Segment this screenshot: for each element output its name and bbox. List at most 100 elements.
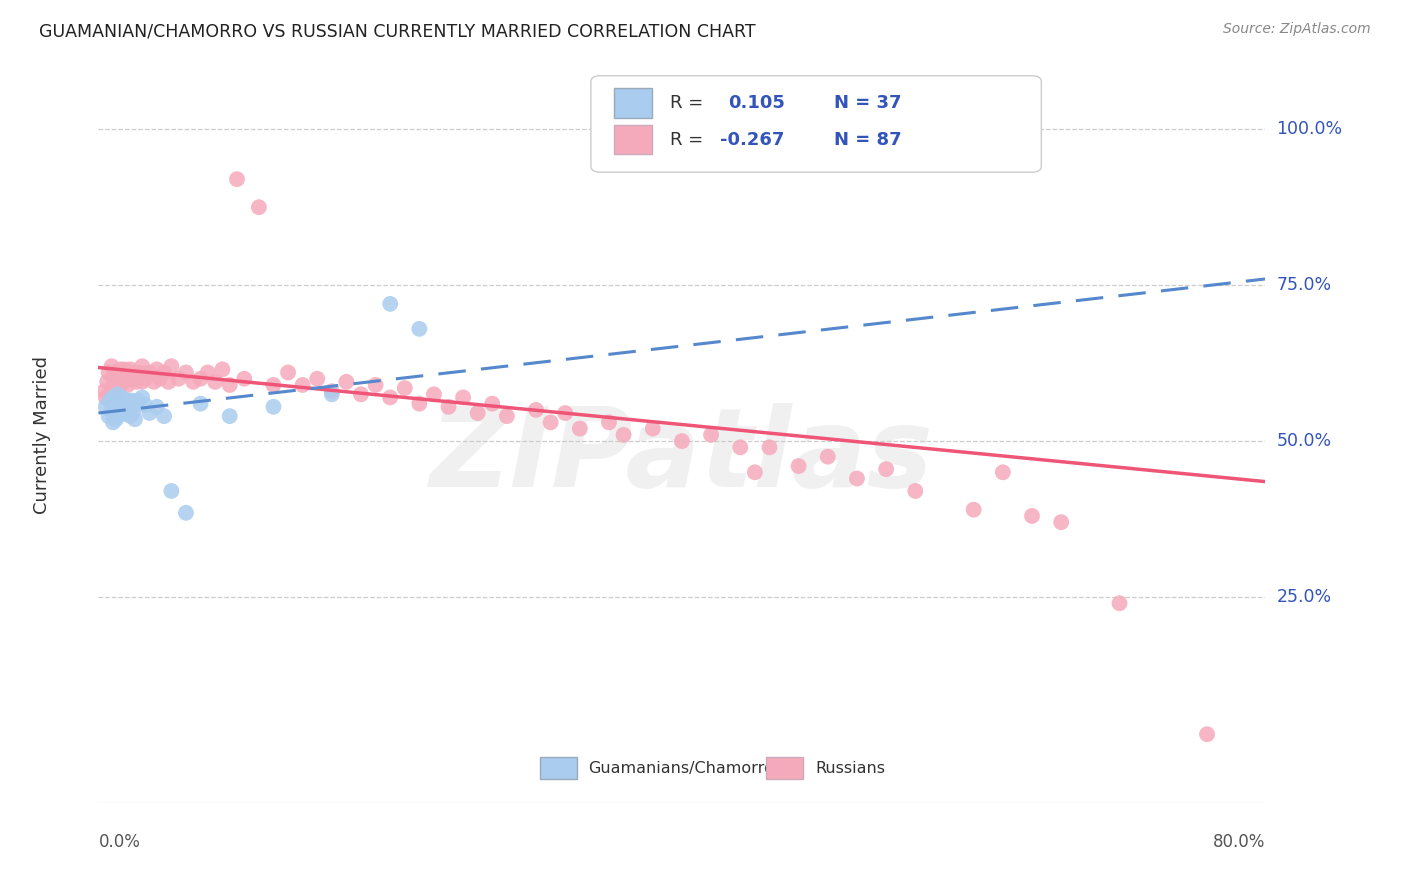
Point (744, 465, 766, 479)
FancyBboxPatch shape (766, 757, 803, 780)
Point (100, 404, 122, 418)
Point (128, 366, 150, 380)
Point (104, 375, 127, 389)
Point (554, 406, 576, 420)
Point (568, 422, 591, 436)
Point (451, 391, 474, 405)
Point (962, 502, 984, 516)
Point (437, 400, 460, 414)
Point (1021, 508, 1043, 523)
Point (350, 387, 373, 401)
Point (131, 391, 153, 405)
Point (291, 378, 314, 392)
Point (153, 366, 176, 380)
Point (380, 391, 402, 405)
Point (110, 362, 132, 376)
Point (211, 362, 233, 376)
Point (146, 362, 169, 376)
Point (277, 366, 299, 380)
Point (98, 387, 121, 401)
Point (262, 400, 284, 414)
Point (160, 359, 183, 374)
Text: N = 87: N = 87 (834, 131, 901, 149)
Text: Currently Married: Currently Married (34, 356, 52, 514)
Point (101, 416, 124, 430)
Point (174, 506, 197, 520)
Point (700, 428, 723, 442)
FancyBboxPatch shape (614, 88, 651, 118)
Point (134, 398, 156, 412)
Text: Guamanians/Chamorros: Guamanians/Chamorros (589, 761, 783, 776)
FancyBboxPatch shape (591, 76, 1042, 172)
Point (104, 384, 127, 399)
Point (904, 483, 927, 498)
Point (94, 391, 117, 405)
Point (101, 372, 124, 386)
Point (114, 394, 136, 409)
Point (142, 375, 165, 389)
Point (146, 400, 169, 414)
FancyBboxPatch shape (614, 125, 651, 154)
Point (408, 322, 430, 336)
Point (167, 372, 190, 386)
Point (96, 375, 118, 389)
Point (97, 366, 120, 380)
FancyBboxPatch shape (540, 757, 576, 780)
Point (204, 375, 226, 389)
Point (122, 404, 145, 418)
Point (226, 172, 249, 186)
Point (100, 359, 122, 374)
Point (394, 381, 416, 395)
Point (124, 366, 146, 380)
Text: ZIPatlas: ZIPatlas (430, 403, 934, 510)
Point (97, 409, 120, 424)
Point (321, 387, 343, 401)
Point (174, 366, 197, 380)
Point (787, 458, 810, 473)
Point (846, 471, 869, 485)
Point (121, 393, 143, 408)
Point (105, 387, 128, 401)
Point (817, 450, 839, 464)
Point (93, 384, 115, 399)
Point (110, 397, 132, 411)
Point (115, 398, 138, 412)
Point (408, 397, 430, 411)
Text: R =: R = (671, 94, 709, 112)
Point (111, 391, 134, 405)
Point (1108, 596, 1130, 610)
Point (138, 406, 160, 420)
Text: 25.0%: 25.0% (1277, 588, 1331, 606)
Point (307, 372, 329, 386)
Point (101, 381, 124, 395)
Point (233, 372, 256, 386)
Point (197, 366, 219, 380)
Text: -0.267: -0.267 (720, 131, 785, 149)
Point (120, 362, 142, 376)
Point (157, 375, 180, 389)
Text: 0.0%: 0.0% (98, 833, 141, 851)
Point (467, 406, 489, 420)
Point (598, 416, 620, 430)
Point (1195, 727, 1218, 741)
Point (94, 400, 117, 414)
Point (138, 366, 160, 380)
Point (423, 387, 446, 401)
Point (247, 200, 270, 214)
Point (125, 375, 148, 389)
Point (112, 375, 135, 389)
Point (190, 372, 212, 386)
Point (671, 434, 693, 448)
Point (110, 408, 132, 422)
Point (218, 378, 240, 392)
Point (104, 412, 127, 426)
Point (131, 359, 153, 374)
Point (364, 378, 387, 392)
Point (120, 409, 142, 424)
Point (641, 422, 664, 436)
Point (98, 393, 121, 408)
Point (758, 440, 780, 454)
Point (524, 403, 547, 417)
Point (105, 366, 128, 380)
Point (134, 372, 156, 386)
